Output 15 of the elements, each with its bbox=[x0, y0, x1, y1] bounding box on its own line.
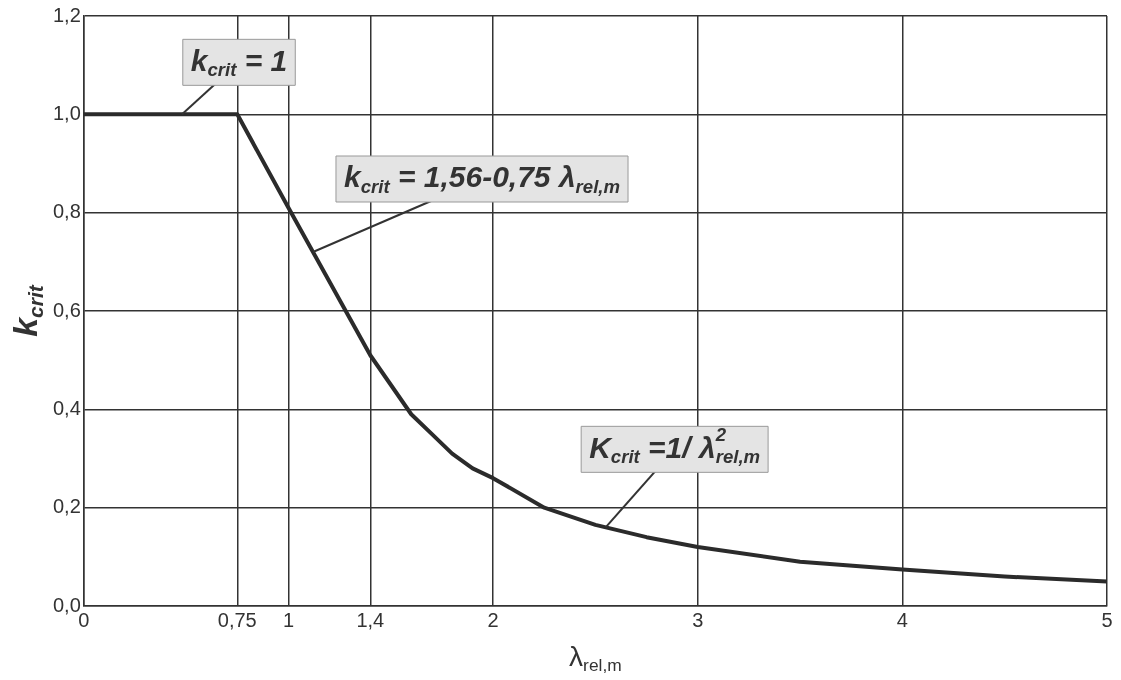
y-tick-label: 1,2 bbox=[52, 3, 81, 26]
x-tick-label: 5 bbox=[1101, 608, 1113, 631]
x-tick-label: 2 bbox=[487, 608, 499, 631]
x-tick-label: 1 bbox=[282, 608, 294, 631]
y-tick-label: 0,2 bbox=[52, 495, 81, 518]
y-axis-title: kcrit bbox=[6, 284, 48, 337]
y-tick-label: 0,4 bbox=[52, 396, 81, 419]
x-tick-label: 1,4 bbox=[356, 608, 385, 631]
x-tick-label: 0,75 bbox=[217, 608, 257, 631]
x-tick-label: 3 bbox=[692, 608, 704, 631]
y-tick-label: 0,0 bbox=[52, 593, 81, 616]
y-tick-label: 0,8 bbox=[52, 200, 81, 223]
y-tick-label: 1,0 bbox=[52, 101, 81, 124]
y-tick-label: 0,6 bbox=[52, 298, 81, 321]
x-tick-label: 4 bbox=[896, 608, 908, 631]
